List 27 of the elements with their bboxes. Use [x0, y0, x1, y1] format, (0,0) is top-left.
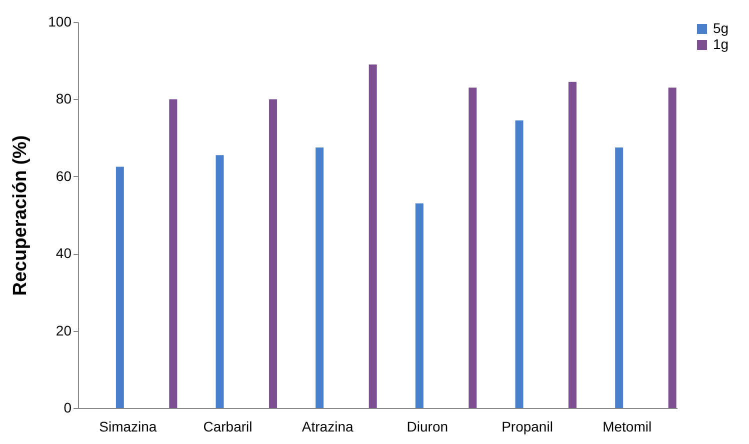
x-tick-label: Atrazina	[302, 418, 354, 434]
x-tick-label: Diuron	[406, 418, 448, 434]
bar	[269, 99, 277, 408]
y-tick-label: 100	[48, 14, 72, 30]
y-tick-label: 20	[56, 322, 72, 338]
bar	[515, 120, 524, 408]
y-tick-label: 60	[56, 168, 72, 184]
x-tick-label: Metomil	[602, 418, 652, 434]
bar	[568, 82, 576, 408]
legend-label: 1g	[713, 36, 729, 52]
bar	[216, 155, 224, 408]
x-tick-label: Carbaril	[203, 418, 252, 434]
legend-label: 5g	[713, 20, 729, 36]
bar	[415, 203, 424, 408]
y-axis-title: Recuperación (%)	[10, 135, 32, 296]
bar	[316, 147, 324, 408]
x-tick-label: Simazina	[99, 418, 157, 434]
bar	[169, 99, 178, 408]
bar	[116, 166, 124, 408]
bar	[668, 88, 676, 408]
y-tick-label: 80	[56, 90, 72, 107]
x-tick-label: Propanil	[502, 418, 553, 434]
y-tick-label: 0	[64, 400, 72, 416]
y-tick-label: 40	[56, 245, 72, 262]
bar	[368, 64, 377, 408]
bar	[615, 147, 624, 408]
bar	[468, 88, 477, 408]
